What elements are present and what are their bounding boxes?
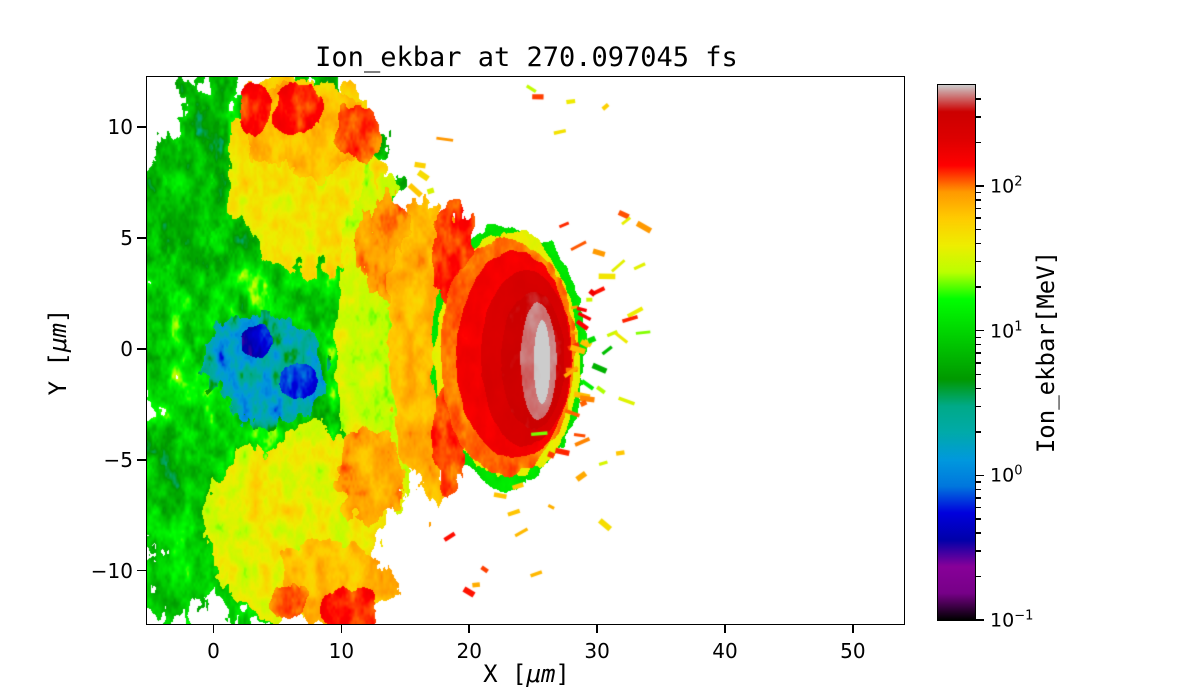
colorbar-minor-tick-mark [976,373,981,376]
colorbar-minor-tick-mark [976,497,981,499]
y-tick-label: 10 [107,114,133,139]
colorbar-minor-tick-mark [976,336,981,339]
heatmap-canvas [147,77,904,624]
colorbar-tick-label: 102 [990,174,1022,197]
colorbar-tick-mark [976,474,984,477]
colorbar-gradient [938,85,975,620]
x-tick-mark [340,624,343,633]
colorbar-tick-base: 10 [990,465,1015,488]
colorbar-minor-tick-mark [976,217,981,219]
x-axis-label: X [μm] [148,660,905,688]
colorbar-tick-label: 100 [990,464,1022,487]
colorbar-minor-tick-mark [976,141,981,144]
colorbar-minor-tick-mark [976,98,981,100]
x-tick-label: 50 [840,639,866,663]
colorbar-minor-tick-mark [976,575,981,578]
y-axis-label: Y [μm] [44,309,72,396]
colorbar-minor-tick-mark [976,488,981,491]
colorbar-minor-tick-mark [976,191,981,194]
plot-title: Ion_ekbar at 270.097045 fs [315,42,738,73]
y-axis-label-suffix: ] [44,308,72,324]
x-tick-label: 20 [456,639,482,663]
colorbar-tick-exponent: 0 [1014,463,1023,479]
colorbar-tick-exponent: 1 [1014,319,1023,335]
x-axis-label-suffix: ] [555,660,570,688]
x-tick-mark [468,624,470,633]
colorbar-minor-tick-mark [976,286,981,288]
x-axis-label-unit: μm [526,660,556,688]
y-tick-mark [137,237,146,239]
colorbar-minor-tick-mark [976,506,981,509]
colorbar-tick-exponent: −1 [1014,608,1034,624]
colorbar-tick-base: 10 [990,609,1015,632]
x-tick-mark [852,624,854,633]
y-tick-mark [137,459,146,461]
colorbar-tick-exponent: 2 [1014,174,1023,190]
y-tick-label: 0 [120,336,133,361]
x-tick-label: 30 [584,639,610,663]
x-tick-mark [724,624,726,633]
colorbar-minor-tick-mark [976,242,981,245]
colorbar-minor-tick-mark [976,518,981,520]
x-tick-label: 40 [712,639,738,663]
colorbar-tick-mark [976,619,984,621]
y-tick-label: −10 [90,558,133,583]
y-tick-mark [137,569,146,572]
x-tick-label: 10 [328,639,355,663]
colorbar-minor-tick-mark [976,116,981,118]
colorbar: 102 101 100 10−1 [937,84,1033,632]
colorbar-tick-base: 10 [990,175,1015,198]
plot-area: 0 10 20 30 40 50 10 5 0 −5 −10 [91,76,905,663]
x-tick-mark [596,624,598,633]
colorbar-minor-tick-mark [976,481,981,483]
colorbar-minor-tick-mark [976,352,981,354]
y-tick-label: 5 [120,225,133,250]
colorbar-minor-tick-mark [976,550,981,552]
colorbar-minor-tick-mark [976,532,981,534]
colorbar-tick-base: 10 [990,320,1015,343]
colorbar-minor-tick-mark [976,228,981,231]
colorbar-minor-tick-mark [976,207,981,210]
y-axis-label-unit: μm [44,323,72,352]
x-tick-mark [212,624,215,633]
colorbar-tick-mark [976,329,984,332]
colorbar-minor-tick-mark [976,343,981,346]
y-axis-label-prefix: Y [ [44,352,72,396]
colorbar-minor-tick-mark [976,260,981,263]
colorbar-minor-tick-mark [976,431,981,433]
colorbar-label: Ion_ekbar[MeV] [1032,250,1060,454]
colorbar-tick-mark [976,185,984,187]
colorbar-minor-tick-mark [976,405,981,408]
y-tick-mark [137,126,146,128]
x-axis-label-prefix: X [ [483,660,527,688]
y-tick-label: −5 [103,447,133,472]
colorbar-tick-label: 101 [990,319,1022,342]
colorbar-minor-tick-mark [976,199,981,201]
x-tick-label: 0 [207,639,220,663]
colorbar-tick-label: 10−1 [990,608,1033,631]
colorbar-minor-tick-mark [976,362,981,364]
y-tick-mark [137,348,146,350]
colorbar-minor-tick-mark [976,387,981,390]
